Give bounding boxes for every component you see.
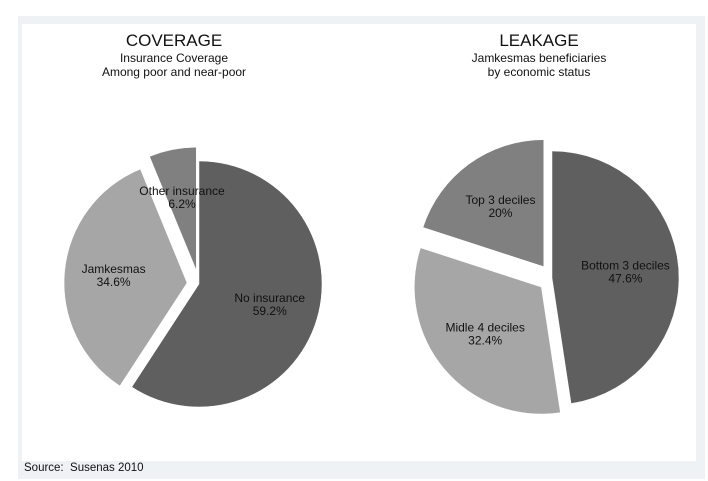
pie-slice-jamkesmas <box>63 168 188 387</box>
coverage-pie: COVERAGE Insurance Coverage Among poor a… <box>63 31 323 408</box>
slice-value-midle-4-deciles: 32.4% <box>468 334 502 348</box>
slice-label-top-3-deciles: Top 3 deciles <box>465 193 535 207</box>
slice-value-bottom-3-deciles: 47.6% <box>608 271 642 285</box>
pie-charts: COVERAGE Insurance Coverage Among poor a… <box>63 31 680 415</box>
leakage-subtitle-line2: by economic status <box>488 65 591 79</box>
leakage-pie: LEAKAGE Jamkesmas beneficiaries by econo… <box>414 31 680 415</box>
slice-value-top-3-deciles: 20% <box>488 206 512 220</box>
pie-slice-no-insurance <box>131 160 323 408</box>
coverage-subtitle-line1: Insurance Coverage <box>120 51 228 65</box>
coverage-subtitle-line2: Among poor and near-poor <box>102 65 246 79</box>
slice-label-other-insurance: Other insurance <box>139 184 225 198</box>
leakage-subtitle-line1: Jamkesmas beneficiaries <box>472 51 607 65</box>
slice-value-other-insurance: 6.2% <box>168 197 196 211</box>
slice-value-jamkesmas: 34.6% <box>97 275 131 289</box>
slice-label-midle-4-deciles: Midle 4 deciles <box>445 321 524 335</box>
slice-label-no-insurance: No insurance <box>234 291 305 305</box>
chart-panel: COVERAGE Insurance Coverage Among poor a… <box>22 24 696 461</box>
pie-slice-midle-4-deciles <box>414 247 561 415</box>
pie-slice-top-3-deciles <box>422 139 545 268</box>
slice-label-jamkesmas: Jamkesmas <box>82 262 146 276</box>
chart-figure: COVERAGE Insurance Coverage Among poor a… <box>18 16 705 479</box>
pie-slice-bottom-3-deciles <box>551 150 680 404</box>
leakage-title: LEAKAGE <box>499 31 578 50</box>
slice-value-no-insurance: 59.2% <box>253 304 287 318</box>
pie-slice-other-insurance <box>149 147 197 271</box>
slice-label-bottom-3-deciles: Bottom 3 deciles <box>581 258 670 272</box>
coverage-title: COVERAGE <box>126 31 222 50</box>
source-note: Source: Susenas 2010 <box>24 462 144 474</box>
